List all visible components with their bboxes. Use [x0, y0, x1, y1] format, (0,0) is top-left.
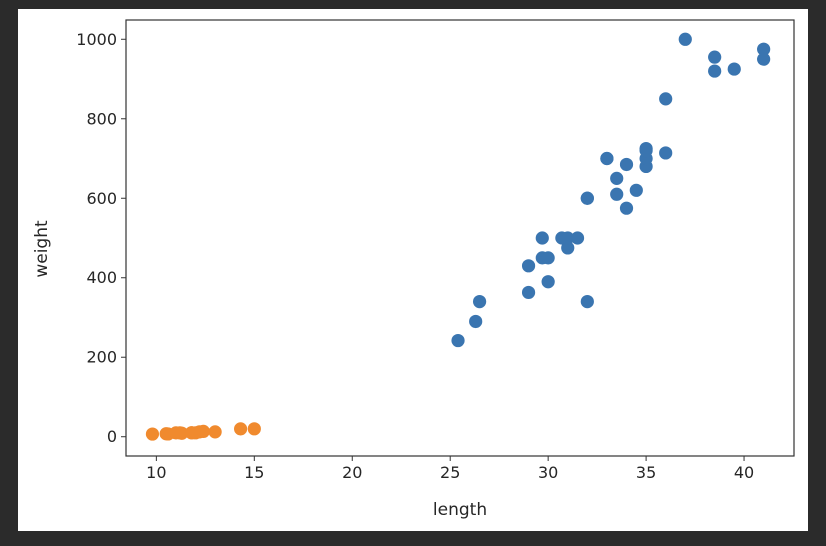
- data-point: [639, 143, 653, 158]
- data-point: [757, 42, 771, 56]
- figure-canvas: 10 15 20 25 30 35 40 0 200 400 600 800 1000 length …: [18, 9, 808, 531]
- x-tick-label: 15: [244, 463, 264, 482]
- data-point: [757, 52, 771, 66]
- x-tick-label: 20: [342, 463, 362, 482]
- data-point: [659, 146, 673, 160]
- data-point: [208, 425, 222, 439]
- y-axis-label: weight: [32, 220, 52, 278]
- y-axis-ticks: 0 200 400 600 800 1000: [76, 30, 126, 446]
- data-point: [521, 285, 536, 300]
- data-point: [610, 187, 624, 201]
- x-axis-label: length: [433, 500, 487, 520]
- data-point: [175, 426, 189, 440]
- x-tick-label: 30: [538, 463, 558, 482]
- data-point: [469, 314, 483, 329]
- data-point: [708, 50, 722, 64]
- data-points: [145, 32, 771, 441]
- y-tick-label: 0: [107, 427, 117, 446]
- data-point: [629, 183, 643, 197]
- data-point: [247, 422, 261, 436]
- data-point: [451, 333, 465, 348]
- data-point: [541, 251, 555, 265]
- x-tick-label: 40: [734, 463, 754, 482]
- data-point: [561, 241, 575, 255]
- data-point: [541, 275, 555, 289]
- y-tick-label: 800: [86, 109, 117, 128]
- x-tick-label: 10: [146, 463, 166, 482]
- x-axis-ticks: 10 15 20 25 30 35 40: [146, 456, 754, 482]
- x-tick-label: 35: [636, 463, 656, 482]
- data-point: [600, 151, 614, 166]
- data-point: [619, 201, 634, 215]
- data-point: [472, 294, 487, 309]
- data-point: [521, 259, 536, 273]
- x-tick-label: 25: [440, 463, 460, 482]
- data-point: [535, 231, 549, 245]
- data-point: [570, 231, 585, 245]
- y-tick-label: 200: [86, 348, 117, 367]
- plot-frame: [125, 19, 795, 457]
- data-point: [619, 157, 634, 172]
- y-tick-label: 1000: [76, 30, 117, 49]
- data-point: [233, 422, 248, 436]
- data-point: [580, 191, 594, 205]
- data-point: [678, 32, 692, 46]
- y-tick-label: 600: [86, 189, 117, 208]
- data-point: [145, 427, 160, 441]
- data-point: [196, 424, 210, 438]
- data-point: [659, 92, 673, 106]
- data-point: [580, 294, 594, 309]
- data-point: [708, 64, 722, 78]
- data-point: [561, 231, 575, 245]
- y-tick-label: 400: [86, 268, 117, 287]
- data-point: [727, 62, 741, 76]
- data-point: [610, 171, 624, 185]
